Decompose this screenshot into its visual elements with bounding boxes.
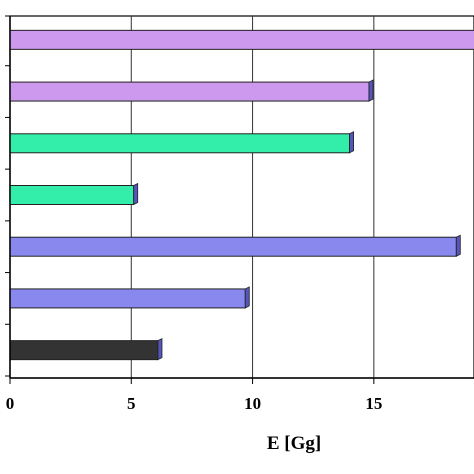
bar-face bbox=[9, 81, 370, 102]
bar-end bbox=[157, 337, 163, 361]
bar-face bbox=[9, 340, 159, 361]
bar bbox=[9, 79, 374, 102]
x-tick-label: 15 bbox=[365, 394, 382, 413]
bar bbox=[9, 234, 461, 257]
bar-end bbox=[455, 234, 461, 257]
x-tick-label: 5 bbox=[127, 394, 136, 413]
bar-end bbox=[133, 182, 139, 206]
bar-end bbox=[368, 79, 374, 102]
x-tick-labels: 0 5 10 15 bbox=[6, 394, 383, 413]
x-tick-label: 0 bbox=[6, 394, 15, 413]
bar-face bbox=[9, 236, 457, 257]
bar bbox=[9, 29, 474, 50]
x-axis-title: E [Gg] bbox=[267, 433, 321, 454]
axes bbox=[5, 15, 474, 384]
bar-face bbox=[9, 29, 474, 50]
bar-face bbox=[9, 185, 135, 205]
bar-face bbox=[9, 133, 351, 154]
bar bbox=[9, 286, 250, 309]
bar bbox=[9, 182, 139, 206]
bar-end bbox=[244, 286, 250, 309]
bar bbox=[9, 131, 354, 154]
bar-end bbox=[349, 131, 354, 154]
x-tick-label: 10 bbox=[244, 394, 261, 413]
bar bbox=[9, 337, 163, 361]
bar-face bbox=[9, 288, 246, 309]
